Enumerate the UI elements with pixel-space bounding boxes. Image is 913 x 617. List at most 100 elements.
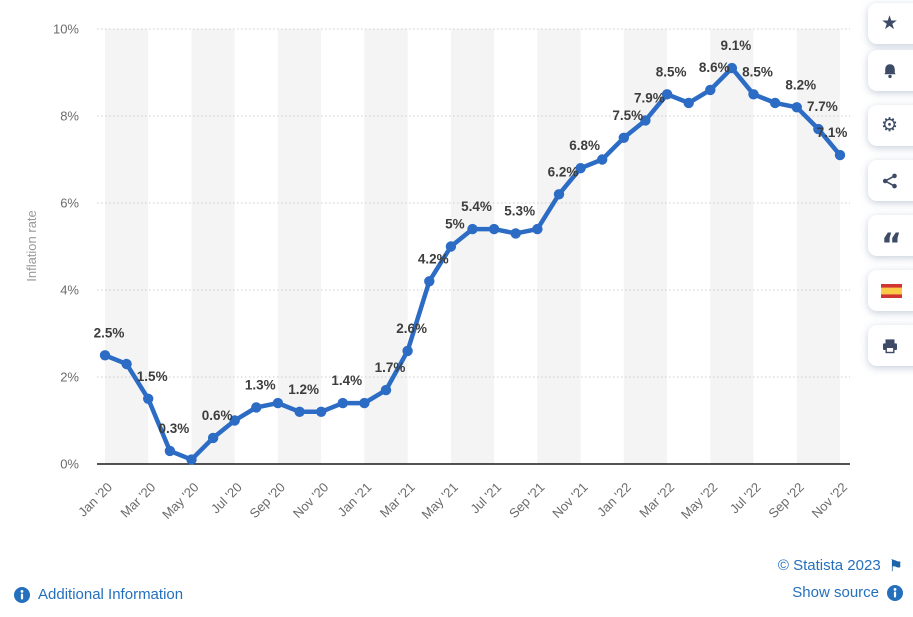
additional-information-link[interactable]: Additional Information bbox=[14, 586, 183, 603]
data-point[interactable] bbox=[705, 84, 716, 96]
value-label: 4.2% bbox=[418, 251, 449, 266]
data-point[interactable] bbox=[575, 163, 586, 174]
data-point[interactable] bbox=[207, 432, 219, 444]
data-point[interactable] bbox=[272, 397, 284, 409]
data-point[interactable] bbox=[553, 189, 565, 200]
printer-icon bbox=[881, 337, 899, 355]
data-point[interactable] bbox=[726, 62, 738, 74]
x-tick-label: May '21 bbox=[419, 480, 462, 523]
data-point[interactable] bbox=[445, 241, 457, 252]
data-point[interactable] bbox=[251, 402, 262, 413]
data-point[interactable] bbox=[143, 393, 154, 404]
x-tick-label: Jul '20 bbox=[208, 480, 245, 517]
background-stripe bbox=[710, 29, 754, 464]
y-tick-label: 4% bbox=[60, 283, 79, 298]
data-point[interactable] bbox=[402, 345, 413, 357]
data-point[interactable] bbox=[791, 102, 802, 113]
star-icon: ★ bbox=[881, 12, 899, 34]
info-icon[interactable] bbox=[887, 584, 903, 601]
share-button[interactable] bbox=[868, 160, 913, 201]
print-button[interactable] bbox=[868, 325, 913, 366]
value-label: 1.2% bbox=[288, 382, 319, 397]
x-tick-label: Jul '21 bbox=[467, 480, 504, 517]
x-tick-label: Mar '20 bbox=[117, 480, 158, 521]
value-label: 7.9% bbox=[634, 90, 665, 105]
value-label: 8.2% bbox=[785, 77, 816, 92]
background-stripe bbox=[105, 29, 149, 464]
settings-button[interactable]: ⚙ bbox=[868, 105, 913, 146]
data-point[interactable] bbox=[488, 223, 500, 235]
data-point[interactable] bbox=[316, 406, 327, 417]
report-flag-icon[interactable]: ⚑ bbox=[888, 555, 903, 575]
data-point[interactable] bbox=[359, 397, 370, 409]
value-label: 7.7% bbox=[807, 99, 838, 114]
background-stripe bbox=[450, 29, 495, 464]
data-point[interactable] bbox=[510, 228, 521, 239]
value-label: 6.8% bbox=[569, 138, 600, 153]
value-label: 5.4% bbox=[461, 199, 492, 214]
x-tick-label: Jan '20 bbox=[75, 480, 115, 520]
value-label: 0.6% bbox=[202, 408, 233, 423]
data-point[interactable] bbox=[337, 397, 348, 409]
y-tick-label: 0% bbox=[60, 457, 79, 472]
value-label: 2.6% bbox=[396, 321, 427, 336]
additional-information-label: Additional Information bbox=[38, 586, 184, 603]
data-point[interactable] bbox=[683, 97, 694, 109]
x-tick-label: Sep '22 bbox=[765, 480, 806, 521]
data-point[interactable] bbox=[294, 406, 305, 417]
x-tick-label: Jul '22 bbox=[727, 480, 764, 517]
data-point[interactable] bbox=[121, 358, 132, 370]
data-point[interactable] bbox=[618, 132, 629, 143]
footer-source-block: © Statista 2023 ⚑ Show source bbox=[778, 557, 903, 601]
copyright-text: © Statista 2023 bbox=[777, 557, 881, 574]
x-tick-label: Sep '20 bbox=[247, 480, 288, 521]
data-point[interactable] bbox=[834, 149, 846, 161]
data-point[interactable] bbox=[186, 454, 197, 465]
favorite-button[interactable]: ★ bbox=[868, 3, 913, 44]
background-stripe bbox=[537, 29, 581, 464]
background-stripe bbox=[277, 29, 322, 464]
data-point[interactable] bbox=[99, 350, 111, 361]
alerts-button[interactable] bbox=[868, 50, 913, 91]
value-label: 1.4% bbox=[331, 373, 362, 388]
value-label: 6.2% bbox=[548, 164, 579, 179]
language-spanish-button[interactable] bbox=[868, 270, 913, 311]
value-label: 0.3% bbox=[159, 421, 190, 436]
data-point[interactable] bbox=[380, 384, 392, 396]
value-label: 1.5% bbox=[137, 369, 168, 384]
value-label: 2.5% bbox=[94, 325, 125, 340]
quote-icon: “ bbox=[881, 225, 903, 264]
gear-icon: ⚙ bbox=[881, 114, 899, 136]
data-point[interactable] bbox=[424, 276, 435, 287]
y-tick-label: 6% bbox=[60, 196, 79, 211]
y-axis-title: Inflation rate bbox=[24, 210, 39, 282]
data-point[interactable] bbox=[164, 445, 176, 457]
y-tick-label: 8% bbox=[60, 109, 79, 124]
data-point[interactable] bbox=[229, 415, 240, 426]
value-label: 8.5% bbox=[656, 64, 687, 79]
data-point[interactable] bbox=[769, 97, 781, 109]
data-point[interactable] bbox=[813, 123, 824, 135]
x-tick-label: May '22 bbox=[678, 480, 721, 523]
show-source-link[interactable]: Show source bbox=[792, 584, 879, 601]
data-point[interactable] bbox=[597, 154, 608, 165]
data-point[interactable] bbox=[748, 89, 759, 100]
x-tick-label: Nov '21 bbox=[549, 480, 590, 521]
data-point[interactable] bbox=[467, 223, 478, 235]
data-point[interactable] bbox=[532, 223, 543, 235]
background-stripe bbox=[796, 29, 840, 464]
info-icon bbox=[14, 586, 30, 603]
x-tick-label: Jan '22 bbox=[594, 480, 634, 520]
x-tick-label: Mar '21 bbox=[377, 480, 418, 521]
x-tick-label: Nov '20 bbox=[290, 480, 331, 521]
value-label: 8.5% bbox=[742, 64, 773, 79]
value-label: 7.1% bbox=[817, 125, 848, 140]
value-label: 7.5% bbox=[612, 108, 643, 123]
value-label: 5% bbox=[445, 217, 465, 232]
value-label: 8.6% bbox=[699, 60, 730, 75]
cite-button[interactable]: “ bbox=[868, 215, 913, 261]
x-tick-label: Jan '21 bbox=[335, 480, 375, 520]
data-point[interactable] bbox=[661, 89, 673, 100]
data-point[interactable] bbox=[640, 115, 651, 126]
value-label: 5.3% bbox=[504, 203, 535, 218]
